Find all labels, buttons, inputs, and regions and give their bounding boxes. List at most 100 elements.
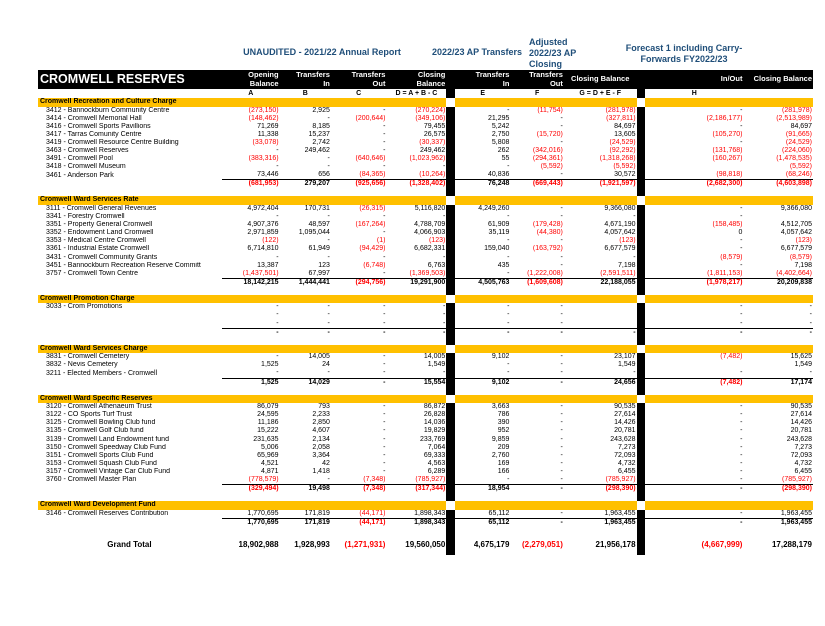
row-value: - <box>740 237 743 245</box>
column-divider <box>446 475 455 485</box>
spacer-cell <box>38 337 222 345</box>
row-value: 7,198 <box>794 261 812 269</box>
row-value: - <box>276 163 279 171</box>
total-value: (298,390) <box>605 485 636 493</box>
table-row: 3125 - Cromwell Bowling Club fund 11,186 2… <box>38 419 813 428</box>
row-value: 71,269 <box>257 122 279 130</box>
spacer-cell <box>386 337 446 345</box>
row-value: 20,781 <box>614 427 636 435</box>
column-divider <box>636 138 646 147</box>
column-divider <box>446 179 455 189</box>
row-label: 3353 - Medical Centre Cromwell <box>46 237 146 245</box>
row-value: - <box>383 106 386 114</box>
row-value: 20,781 <box>790 427 812 435</box>
row-value: - <box>633 213 636 221</box>
header-unaudited: UNAUDITED - 2021/22 Annual Report <box>243 47 401 57</box>
row-value: (5,592) <box>613 163 636 171</box>
section-fill <box>454 98 637 107</box>
header-adjusted: Adjusted 2022/23 AP Closing <box>529 37 577 69</box>
spacer-cell <box>38 493 222 501</box>
total-value: 22,188,055 <box>600 278 636 286</box>
row-label: 3033 - Crom Promotions <box>46 303 123 311</box>
column-divider <box>636 294 646 304</box>
total-value: (1,978,217) <box>706 278 743 286</box>
row-value: 169 <box>497 459 510 467</box>
column-divider <box>446 411 455 420</box>
row-value: (1) <box>376 237 386 245</box>
column-divider <box>636 196 646 205</box>
row-value: 2,850 <box>312 419 330 427</box>
row-value: (123) <box>428 237 446 245</box>
row-value: 231,635 <box>253 435 279 443</box>
row-value: - <box>740 427 743 435</box>
row-value: (163,792) <box>532 245 563 253</box>
row-value: - <box>442 163 446 171</box>
column-divider <box>446 221 455 230</box>
column-letter: D = A + B - C <box>395 90 438 97</box>
total-value: 1,444,441 <box>298 278 330 286</box>
total-value: (681,953) <box>248 180 279 188</box>
row-value: 3,364 <box>312 451 330 459</box>
spacer-cell <box>222 527 280 535</box>
row-value: - <box>507 106 510 114</box>
row-label: 3120 - Cromwell Athenaeum Trust <box>46 403 152 411</box>
column-divider <box>446 435 455 444</box>
column-divider <box>446 130 455 139</box>
row-value: - <box>740 443 743 451</box>
row-value: - <box>633 253 636 261</box>
row-value: - <box>645 475 744 486</box>
row-value: - <box>221 319 280 329</box>
row-value: 35,119 <box>488 229 510 237</box>
column-divider <box>636 311 646 320</box>
column-divider <box>446 89 455 98</box>
column-divider <box>636 163 646 172</box>
table-row: 3431 - Cromwell Community Grants - - - - - - - (… <box>38 253 813 262</box>
row-label: 3361 - Industrial Estate Cromwell <box>46 245 150 253</box>
row-value: - <box>507 163 510 171</box>
column-letter: A <box>248 90 254 97</box>
row-value: 171,819 <box>279 509 331 519</box>
row-value: - <box>560 403 563 411</box>
section-fill <box>645 196 813 205</box>
row-value: 48,597 <box>308 221 330 229</box>
row-value: 79,455 <box>423 122 446 130</box>
row-value: 9,102 <box>491 353 510 361</box>
section-total-row: --------- <box>38 328 813 337</box>
column-divider <box>636 114 646 123</box>
row-value: - <box>740 459 743 467</box>
column-divider <box>446 369 455 379</box>
row-value: 4,066,903 <box>414 229 446 237</box>
header-forecast: Forecast 1 including Carry- Forwards FY2… <box>625 43 743 64</box>
row-value: 4,732 <box>794 459 812 467</box>
total-value: (294,756) <box>355 278 386 286</box>
column-divider <box>636 303 646 312</box>
row-value: 72,093 <box>790 451 812 459</box>
spacer-cell <box>280 527 331 535</box>
row-value: (785,927) <box>563 475 637 486</box>
total-value: 1,898,343 <box>414 518 446 526</box>
row-value: 4,871 <box>261 467 279 475</box>
row-value: 72,093 <box>614 451 636 459</box>
spacer-cell <box>222 387 280 395</box>
table-row: 3122 - CO Sports Turf Trust 24,595 2,233 - 2… <box>38 411 813 420</box>
row-value: - <box>560 435 563 443</box>
column-divider <box>446 493 455 502</box>
row-value: 15,237 <box>308 130 330 138</box>
row-value: 15,222 <box>257 427 279 435</box>
row-value: - <box>383 146 386 154</box>
column-divider <box>636 501 646 510</box>
row-value: 123 <box>318 261 330 269</box>
row-value: 6,682,331 <box>414 245 446 253</box>
row-value: - <box>563 369 637 379</box>
table-row: 3151 - Cromwell Sports Club Fund 65,969 3,… <box>38 451 813 460</box>
column-divider <box>446 171 455 180</box>
grand-total-value: 1,928,993 <box>294 539 330 549</box>
row-value: 40,836 <box>454 171 511 181</box>
row-label: 3463 - Cromwell Reserves <box>46 146 129 154</box>
section-total-row: 1,525 14,029 - 15,554 9,102 - 24,656 (7,482) 17,… <box>38 378 813 387</box>
spacer-cell <box>222 287 280 295</box>
table-row: 3352 - Endowment Land Cromwell 2,971,859 1… <box>38 229 813 238</box>
row-value: (270,224) <box>415 106 446 114</box>
row-label: 3111 - Cromwell General Revenues <box>46 204 157 212</box>
column-divider <box>636 286 646 295</box>
